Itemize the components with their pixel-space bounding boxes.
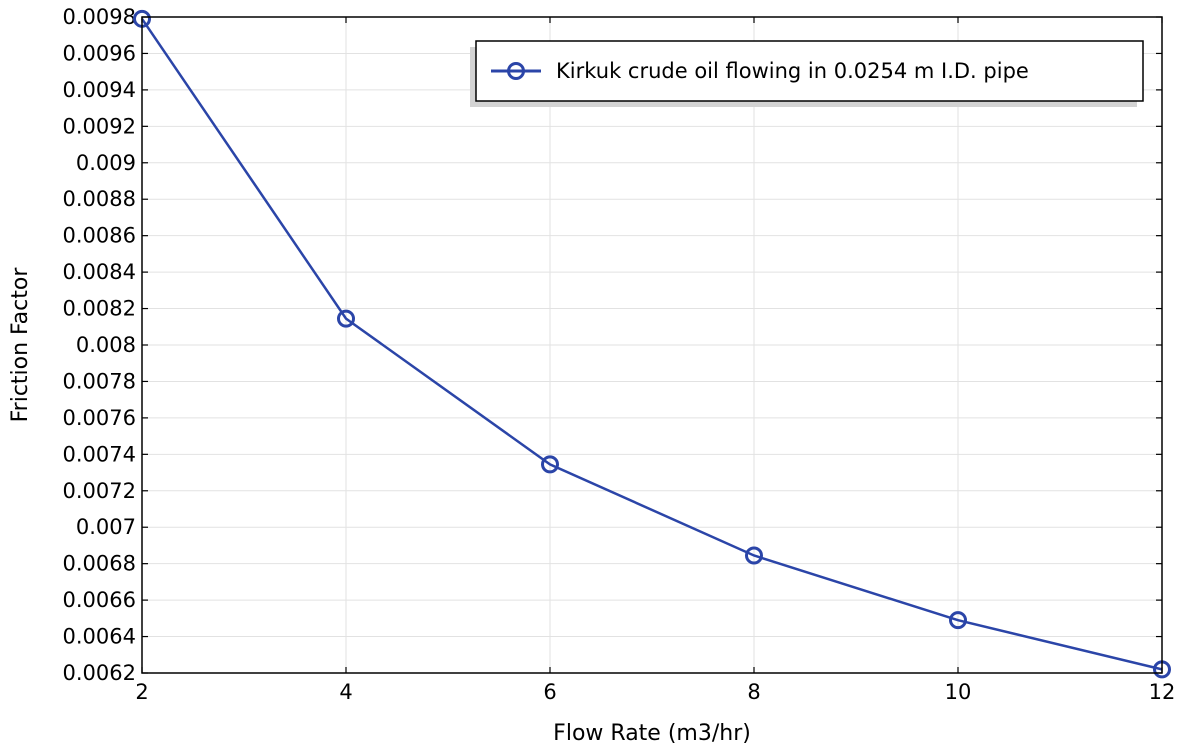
y-tick-label: 0.0094 xyxy=(63,78,136,102)
y-tick-label: 0.0096 xyxy=(63,41,136,65)
x-axis-title: Flow Rate (m3/hr) xyxy=(553,721,751,746)
y-tick-label: 0.0078 xyxy=(63,369,136,393)
x-axis-ticks: 2 4 6 8 10 12 xyxy=(135,17,1175,704)
y-tick-label: 0.0072 xyxy=(63,479,136,503)
data-point xyxy=(745,546,763,565)
y-tick-label: 0.009 xyxy=(76,151,136,175)
y-tick-label: 0.0092 xyxy=(63,114,136,138)
x-tick-label: 10 xyxy=(945,680,972,704)
y-tick-label: 0.0082 xyxy=(63,297,136,321)
legend: Kirkuk crude oil flowing in 0.0254 m I.D… xyxy=(470,40,1144,107)
y-tick-label: 0.0086 xyxy=(63,224,136,248)
x-tick-label: 12 xyxy=(1149,680,1176,704)
y-tick-label: 0.0066 xyxy=(63,588,136,612)
data-point xyxy=(337,309,355,328)
legend-label: Kirkuk crude oil flowing in 0.0254 m I.D… xyxy=(556,59,1029,83)
data-point xyxy=(541,455,559,474)
y-tick-label: 0.0068 xyxy=(63,552,136,576)
y-tick-label: 0.0064 xyxy=(63,625,136,649)
series-line xyxy=(140,18,1163,671)
series-layer xyxy=(133,9,1171,679)
y-tick-label: 0.0062 xyxy=(63,661,136,685)
x-tick-label: 6 xyxy=(543,680,556,704)
x-tick-label: 4 xyxy=(339,680,352,704)
data-point xyxy=(949,611,967,630)
y-tick-label: 0.0084 xyxy=(63,260,136,284)
y-tick-label: 0.0088 xyxy=(63,187,136,211)
x-tick-label: 2 xyxy=(135,680,148,704)
y-tick-label: 0.0074 xyxy=(63,442,136,466)
legend-box xyxy=(475,40,1144,102)
y-tick-label: 0.0076 xyxy=(63,406,136,430)
x-tick-label: 8 xyxy=(747,680,760,704)
legend-marker xyxy=(507,62,525,80)
plot-frame xyxy=(141,16,1163,674)
y-tick-label: 0.0098 xyxy=(63,5,136,29)
y-tick-label: 0.007 xyxy=(76,515,136,539)
grid-lines xyxy=(141,16,1163,674)
y-tick-label: 0.008 xyxy=(76,333,136,357)
y-axis-ticks: 0.0062 0.0064 0.0066 0.0068 0.007 0.0072 0.007… xyxy=(63,5,1162,685)
y-axis-title: Friction Factor xyxy=(8,267,33,423)
